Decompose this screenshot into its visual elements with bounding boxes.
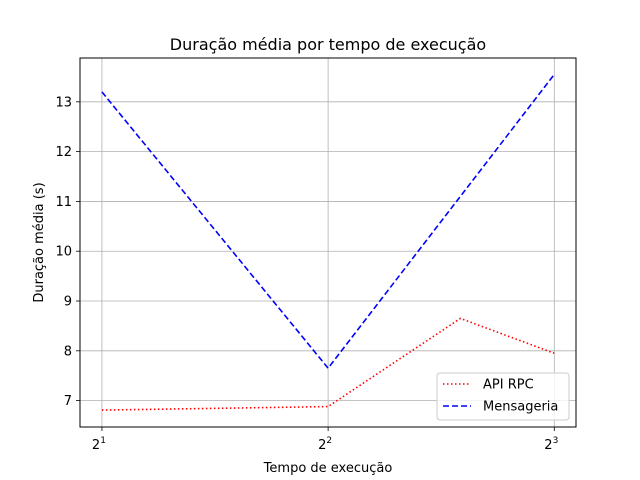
y-tick-label: 9 [64,295,72,310]
legend-box [436,372,570,421]
y-tick-label: 11 [55,195,72,210]
series-layer [101,73,555,411]
chart-title: Duração média por tempo de execução [170,35,486,54]
y-tick-label: 10 [55,245,72,260]
series-line-mensageria [101,73,555,370]
y-tick-label: 7 [64,394,72,409]
legend-label-mensageria: Mensageria [483,400,558,415]
legend: API RPC Mensageria [436,372,570,421]
grid-lines [80,58,576,427]
x-axis-label: Tempo de execução [263,461,393,476]
y-axis-label: Duração média (s) [32,182,47,302]
y-tick-label: 12 [55,145,72,160]
legend-label-api-rpc: API RPC [483,378,534,393]
y-tick-label: 8 [64,344,72,359]
series-line-api-rpc [101,317,555,411]
y-tick-label: 13 [55,95,72,110]
